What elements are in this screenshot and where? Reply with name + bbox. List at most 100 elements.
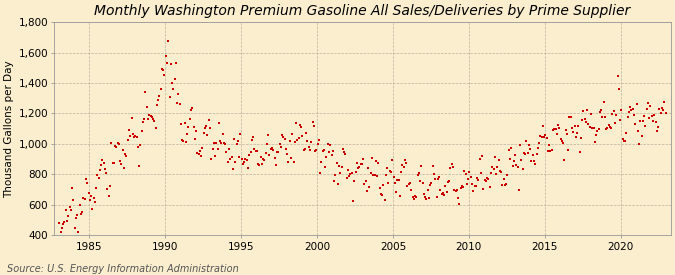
Point <box>597 114 608 119</box>
Point <box>497 183 508 187</box>
Point <box>610 120 620 125</box>
Point <box>482 176 493 180</box>
Point <box>469 184 480 188</box>
Title: Monthly Washington Premium Gasoline All Sales/Deliveries by Prime Supplier: Monthly Washington Premium Gasoline All … <box>95 4 630 18</box>
Point <box>173 91 184 96</box>
Point <box>521 138 532 143</box>
Point <box>659 100 670 104</box>
Point <box>207 147 218 151</box>
Point <box>617 137 628 141</box>
Point <box>601 126 612 131</box>
Point <box>502 173 513 177</box>
Point <box>136 129 147 133</box>
Point <box>391 189 402 194</box>
Point <box>485 185 495 189</box>
Point <box>265 147 276 152</box>
Point <box>372 174 383 178</box>
Point <box>284 139 295 143</box>
Point <box>115 159 126 164</box>
Point <box>406 188 416 192</box>
Point <box>388 175 399 179</box>
Point <box>517 167 528 172</box>
Point <box>487 165 497 169</box>
Point <box>369 173 380 177</box>
Point <box>647 119 658 123</box>
Point <box>479 178 490 183</box>
Y-axis label: Thousand Gallons per Day: Thousand Gallons per Day <box>4 60 14 197</box>
Point <box>589 140 600 145</box>
Point <box>394 194 405 198</box>
Point <box>269 156 280 160</box>
Point <box>316 160 327 164</box>
Point <box>569 124 580 128</box>
Point <box>381 173 392 177</box>
Point <box>95 168 105 172</box>
Point <box>529 158 539 163</box>
Point <box>342 176 352 180</box>
Point <box>333 182 344 186</box>
Point <box>238 162 248 166</box>
Point <box>329 179 340 184</box>
Point <box>649 113 659 117</box>
Point <box>177 138 188 142</box>
Point <box>354 165 364 169</box>
Point <box>240 157 251 161</box>
Point <box>68 197 79 202</box>
Point <box>61 218 72 223</box>
Point <box>592 129 603 133</box>
Point <box>478 186 489 191</box>
Point <box>124 128 134 133</box>
Point <box>128 132 138 136</box>
Point <box>544 143 555 147</box>
Point <box>408 197 419 201</box>
Point <box>625 105 636 109</box>
Point <box>554 125 565 130</box>
Point <box>466 182 477 186</box>
Point <box>70 216 81 220</box>
Point <box>252 161 263 166</box>
Point <box>562 132 572 136</box>
Point <box>69 226 80 231</box>
Point <box>101 171 111 175</box>
Point <box>434 174 445 179</box>
Point <box>149 119 160 123</box>
Point <box>568 129 578 134</box>
Point <box>157 67 167 72</box>
Point <box>580 120 591 125</box>
Point <box>512 165 523 170</box>
Point <box>414 179 425 183</box>
Point <box>631 101 642 106</box>
Point <box>271 163 281 167</box>
Point <box>493 158 504 162</box>
Point <box>168 87 179 91</box>
Point <box>505 157 516 161</box>
Point <box>402 184 413 189</box>
Point <box>232 142 242 146</box>
Point <box>282 152 293 156</box>
Point <box>368 173 379 177</box>
Point <box>596 107 607 112</box>
Point <box>227 167 238 172</box>
Point <box>219 141 230 145</box>
Point <box>212 147 223 151</box>
Point <box>536 135 547 139</box>
Point <box>343 168 354 172</box>
Point <box>183 125 194 129</box>
Point <box>73 230 84 235</box>
Point <box>647 114 657 118</box>
Point <box>435 188 446 192</box>
Point <box>55 230 66 235</box>
Point <box>411 194 422 199</box>
Point <box>252 149 263 153</box>
Point <box>203 118 214 122</box>
Point <box>141 105 152 109</box>
Point <box>446 162 457 166</box>
Point <box>453 196 464 200</box>
Point <box>450 189 461 194</box>
Point <box>464 170 475 174</box>
Point <box>455 186 466 191</box>
Point <box>420 195 431 199</box>
Point <box>296 125 306 129</box>
Point <box>475 170 486 175</box>
Point <box>206 156 217 161</box>
